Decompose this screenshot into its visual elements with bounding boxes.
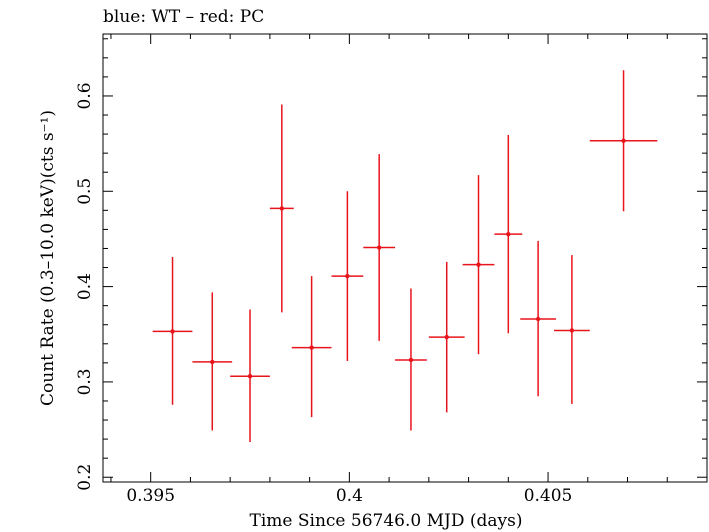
y-tick-label: 0.4 — [75, 273, 95, 300]
data-point — [331, 191, 364, 361]
plot-frame — [102, 33, 708, 483]
data-point — [230, 309, 270, 442]
point-marker — [408, 357, 414, 363]
x-tick-label: 0.395 — [126, 486, 175, 506]
data-point — [291, 276, 332, 418]
point-marker — [170, 329, 175, 334]
x-axis-label: Time Since 56746.0 MJD (days) — [250, 511, 523, 531]
y-axis-label: Count Rate (0.3–10.0 keV)(cts s⁻¹) — [38, 110, 58, 406]
point-marker — [376, 245, 382, 250]
data-points — [152, 70, 658, 442]
data-point — [395, 288, 427, 431]
point-marker — [210, 359, 215, 365]
axis-ticks — [103, 34, 707, 482]
data-point — [462, 175, 495, 355]
point-marker — [535, 316, 541, 322]
y-tick-label: 0.2 — [75, 464, 95, 491]
data-point — [428, 261, 465, 413]
data-point — [494, 135, 523, 334]
x-tick-label: 0.405 — [524, 486, 573, 506]
data-point — [192, 292, 233, 431]
data-point — [152, 257, 193, 405]
point-marker — [279, 206, 285, 211]
y-tick-label: 0.3 — [75, 368, 95, 395]
point-marker — [247, 373, 253, 379]
point-marker — [345, 273, 350, 279]
y-tick-label: 0.6 — [75, 82, 95, 109]
data-point — [363, 154, 396, 341]
point-marker — [621, 138, 626, 143]
point-marker — [476, 262, 481, 267]
data-point — [269, 104, 294, 313]
chart-title: blue: WT – red: PC — [103, 7, 264, 27]
data-point — [520, 240, 556, 397]
x-tick-label: 0.4 — [336, 486, 363, 506]
point-marker — [444, 334, 449, 340]
point-marker — [309, 345, 314, 350]
axis-tick-labels: 0.395 0.4 0.405 0.2 0.3 0.4 0.5 0.6 — [75, 82, 572, 506]
data-point — [589, 70, 658, 212]
data-point — [554, 255, 590, 404]
y-tick-label: 0.5 — [75, 178, 95, 205]
point-marker — [569, 328, 575, 333]
point-marker — [506, 231, 511, 237]
